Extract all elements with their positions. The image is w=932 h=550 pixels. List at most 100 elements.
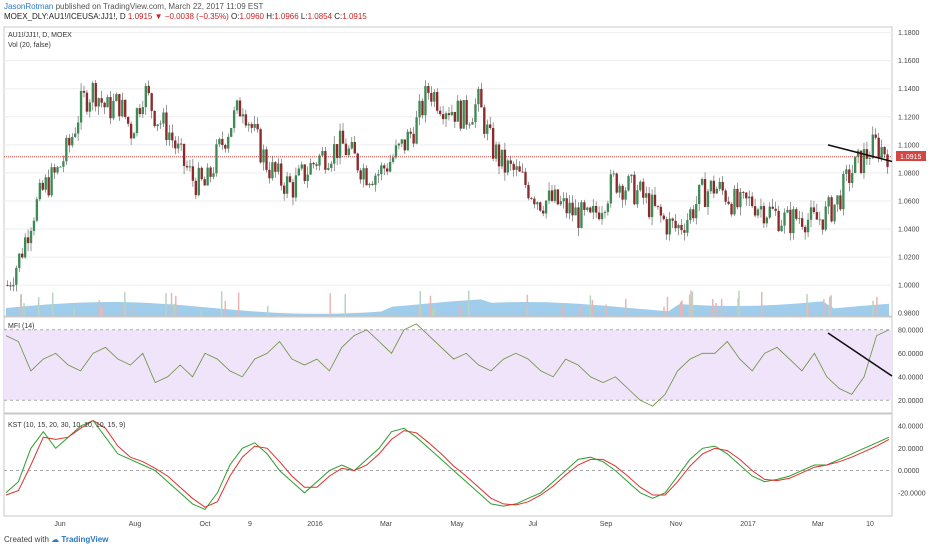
volume-bar [51,292,54,316]
candle-body [568,202,571,214]
candle-body [736,188,739,208]
price-panel-title: AU1!/JJ1!, D, MOEX [8,32,72,39]
time-tick-label: 2017 [740,521,756,528]
candle-body [742,192,745,193]
candle-body [436,91,439,111]
price-tick-label: 1.0200 [898,255,920,262]
candle-body [462,100,465,129]
candle-body [253,124,256,128]
volume-bar [823,299,825,316]
volume-bar [806,293,808,316]
tradingview-logo-link[interactable]: TradingView [61,535,109,544]
time-tick-label: Oct [200,521,211,528]
candle-body [574,207,577,216]
candle-body [338,130,342,158]
candle-body [62,161,65,167]
candle-body [653,194,657,206]
candle-body [483,107,486,134]
candle-body [662,215,666,220]
candle-body [71,136,74,146]
candle-body [59,166,62,168]
candle-body [877,137,880,158]
candle-body [550,190,554,201]
candle-body [85,92,89,112]
price-trendline [827,144,893,163]
candle-body [665,219,668,235]
candle-body [350,141,354,149]
candle-body [400,139,404,144]
candle-body [73,133,77,137]
candle-body [159,123,162,125]
down-arrow-icon: ▼ [154,12,163,21]
candle-body [880,147,883,158]
candle-body [271,162,274,179]
candle-body [527,184,530,199]
candle-body [106,97,109,108]
candle-body [100,98,103,103]
candle-body [191,166,195,181]
candle-body [759,206,763,210]
volume-bar [589,295,592,316]
candle-body [256,124,259,130]
kst-lines [5,419,890,511]
mfi-band [4,329,892,401]
candle-body [506,160,510,173]
candle-body [715,188,718,194]
candle-body [182,143,186,166]
candle-body [806,219,810,233]
candle-body [453,111,457,122]
candle-body [683,230,686,233]
candle-body [647,193,651,218]
candle-body [68,137,71,146]
candle-body [480,88,483,108]
candle-body [15,267,18,285]
candle-body [221,138,224,146]
candle-body [197,167,200,196]
volume-bar [344,294,347,316]
candle-body [859,150,863,174]
candle-body [677,224,680,229]
candle-body [274,162,277,172]
candle-body [327,167,330,170]
candle-body [29,230,33,244]
time-tick-label: Jun [54,521,65,528]
price-tick-label: 1.0000 [898,283,920,290]
candle-body [200,167,203,180]
candle-body [312,162,315,165]
candle-body [91,83,95,103]
candle-body [856,150,860,157]
candle-body [97,98,100,107]
candle-body [250,124,253,128]
candle-body [53,167,56,173]
candle-body [589,207,592,213]
candle-body [391,157,395,162]
candle-body [238,100,242,117]
candle-body [474,104,477,123]
candle-body [6,285,9,286]
candle-body [795,209,798,219]
candle-body [547,190,551,201]
candle-body [377,174,380,176]
candle-body [839,195,842,210]
candle-body [441,114,445,120]
candle-body [318,155,321,166]
open-label: O: [231,12,240,21]
candle-body [827,197,830,207]
volume-bar [737,298,739,316]
candle-body [642,181,645,198]
time-tick-label: Nov [670,521,683,528]
candle-body [606,203,610,213]
candle-body [447,113,451,116]
candle-body [79,90,83,123]
volume-bar [224,300,227,316]
candle-body [833,204,836,222]
volume-bar [579,305,582,316]
volume-bar [175,295,177,316]
candle-body [674,220,677,229]
mfi-tick-label: 20.0000 [898,398,923,405]
candle-body [624,190,627,200]
candle-body [306,174,309,182]
mfi-series [5,323,890,407]
author-link[interactable]: JasonRotman [4,2,54,11]
